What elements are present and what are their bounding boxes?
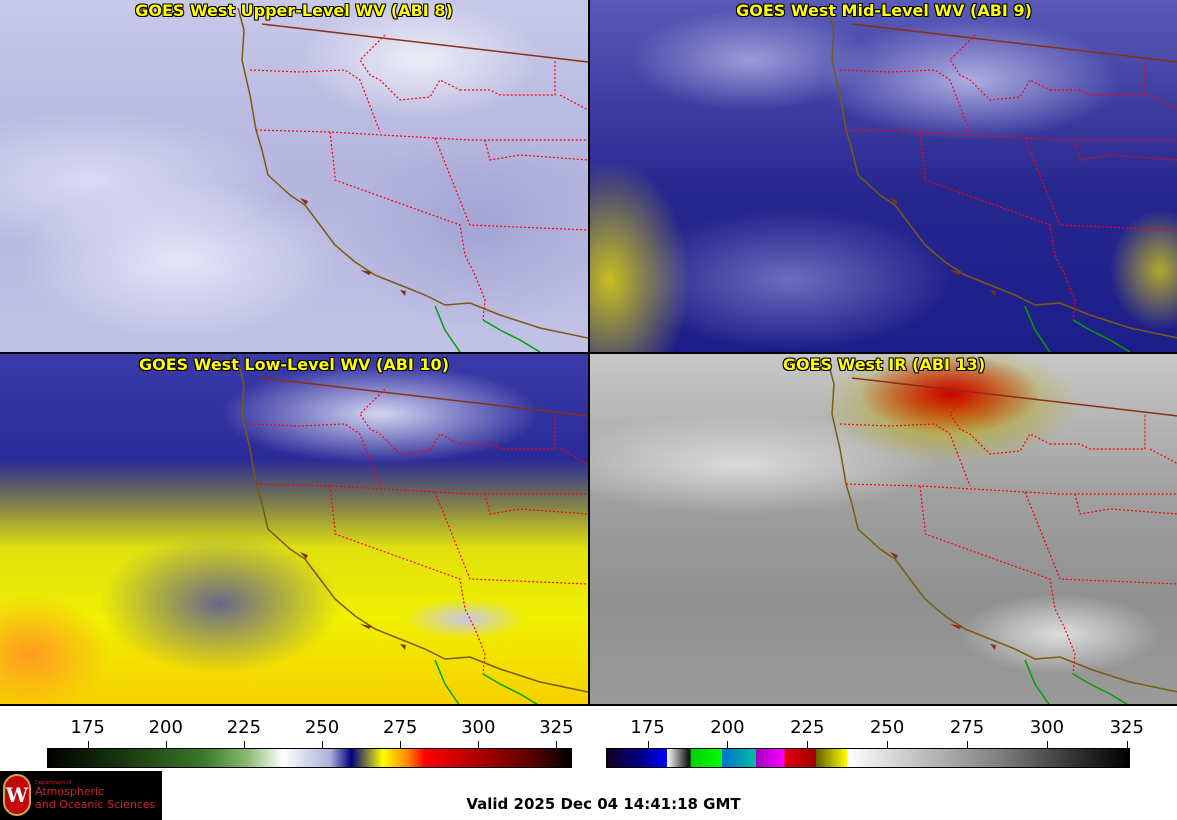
aos-logo: W Department of Atmospheric and Oceanic … bbox=[0, 771, 162, 820]
infrared-colorbar bbox=[606, 748, 1130, 768]
mexico-border bbox=[1024, 659, 1131, 706]
colorbar-tick bbox=[647, 741, 649, 748]
valid-time: Valid 2025 Dec 04 14:41:18 GMT bbox=[466, 795, 741, 813]
panel-title: GOES West Upper-Level WV (ABI 8) bbox=[135, 1, 453, 20]
colorbar-tick bbox=[807, 741, 809, 748]
map-overlay bbox=[237, 361, 588, 706]
colorbar-tick bbox=[1126, 741, 1128, 748]
colorbar-tick bbox=[322, 741, 323, 748]
colorbar-tick-label: 200 bbox=[710, 717, 745, 738]
colorbar-tick bbox=[87, 741, 89, 748]
colorbar-tick-label: 175 bbox=[70, 717, 105, 738]
colorbar-tick-label: 225 bbox=[226, 717, 262, 738]
logo-line: Atmospheric bbox=[35, 785, 105, 798]
colorbar-tick bbox=[967, 741, 969, 748]
colorbar-tick-label: 275 bbox=[382, 717, 418, 738]
coastline bbox=[237, 7, 588, 339]
logo-line: and Oceanic Sciences bbox=[35, 798, 156, 811]
panel-title: GOES West Mid-Level WV (ABI 9) bbox=[736, 1, 1032, 20]
map-overlay bbox=[237, 7, 588, 352]
panel-divider bbox=[0, 704, 1177, 706]
low-level-wv-panel: GOES West Low-Level WV (ABI 10) bbox=[0, 354, 588, 706]
canada-border bbox=[851, 377, 1177, 417]
coastline bbox=[827, 361, 1177, 693]
upper-level-wv-panel: GOES West Upper-Level WV (ABI 8) bbox=[0, 0, 588, 352]
state-borders bbox=[249, 34, 588, 321]
colorbar-tick-label: 225 bbox=[790, 717, 825, 738]
logo-line: Department of bbox=[35, 780, 72, 786]
colorbar-tick-label: 275 bbox=[949, 717, 985, 738]
water-vapor-colorbar bbox=[47, 748, 572, 768]
colorbar-tick-label: 325 bbox=[1109, 717, 1144, 738]
colorbar-tick bbox=[165, 741, 167, 748]
colorbar-tick bbox=[478, 741, 480, 748]
mexico-border bbox=[434, 659, 541, 706]
colorbar-tick bbox=[400, 741, 402, 748]
panel-title: GOES West Low-Level WV (ABI 10) bbox=[138, 355, 449, 374]
state-borders bbox=[839, 388, 1177, 675]
uw-seal-icon: W bbox=[3, 774, 31, 816]
state-borders bbox=[249, 388, 588, 675]
colorbar-tick-label: 250 bbox=[869, 717, 905, 738]
coastline bbox=[237, 361, 588, 693]
map-overlay bbox=[827, 7, 1177, 352]
mid-level-wv-panel: GOES West Mid-Level WV (ABI 9) bbox=[590, 0, 1177, 352]
colorbar-tick-label: 300 bbox=[1029, 717, 1065, 738]
panel-title: GOES West IR (ABI 13) bbox=[782, 355, 986, 374]
colorbar-tick-label: 175 bbox=[630, 717, 665, 738]
colorbar-tick bbox=[556, 741, 558, 748]
colorbar-tick-label: 325 bbox=[539, 717, 574, 738]
coastline bbox=[827, 7, 1177, 339]
state-borders bbox=[839, 34, 1177, 321]
colorbar-tick-label: 300 bbox=[461, 717, 496, 738]
canada-border bbox=[261, 377, 588, 417]
map-overlay bbox=[827, 361, 1177, 706]
canada-border bbox=[261, 23, 588, 63]
panel-divider bbox=[0, 352, 1177, 354]
mexico-border bbox=[1024, 305, 1131, 352]
colorbar-tick bbox=[243, 741, 245, 748]
colorbar-tick bbox=[887, 741, 889, 748]
colorbar-tick bbox=[727, 741, 729, 748]
colorbar-tick-label: 250 bbox=[304, 717, 340, 738]
colorbar-tick-label: 200 bbox=[148, 717, 183, 738]
colorbar-tick bbox=[1046, 741, 1048, 748]
mexico-border bbox=[434, 305, 541, 352]
canada-border bbox=[851, 23, 1177, 63]
infrared-panel: GOES West IR (ABI 13) bbox=[590, 354, 1177, 706]
